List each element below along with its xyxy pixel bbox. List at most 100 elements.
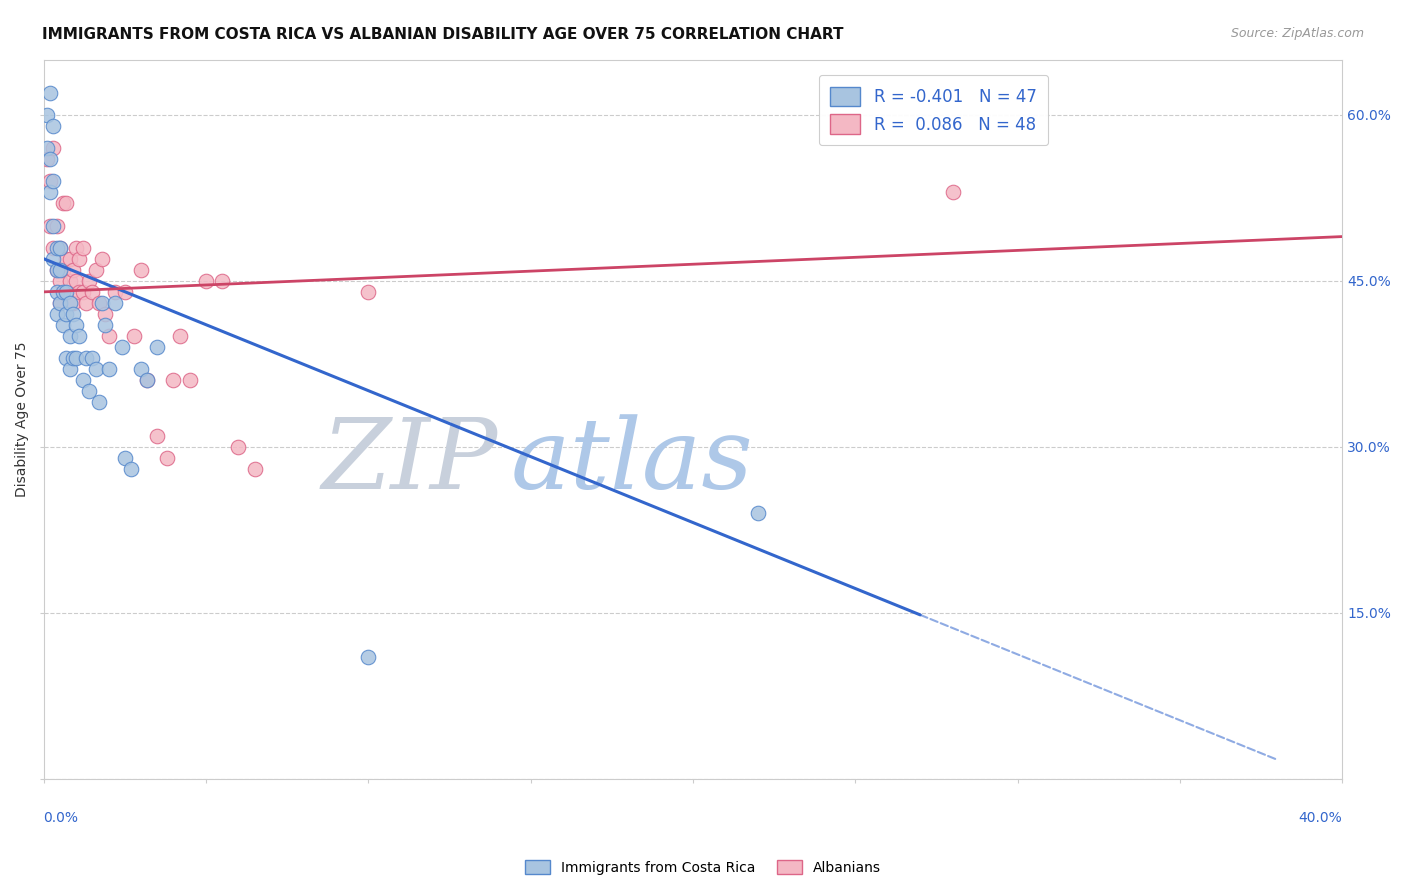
Point — [87, 296, 110, 310]
Point — [124, 329, 146, 343]
Legend: R = -0.401   N = 47, R =  0.086   N = 48: R = -0.401 N = 47, R = 0.086 N = 48 — [818, 75, 1049, 145]
Point — [62, 307, 84, 321]
Point — [62, 351, 84, 366]
Point — [169, 329, 191, 343]
Point — [84, 262, 107, 277]
Text: Source: ZipAtlas.com: Source: ZipAtlas.com — [1230, 27, 1364, 40]
Point — [77, 274, 100, 288]
Point — [136, 373, 159, 387]
Point — [194, 274, 217, 288]
Point — [82, 285, 104, 299]
Point — [49, 274, 72, 288]
Point — [62, 296, 84, 310]
Point — [146, 428, 169, 442]
Point — [179, 373, 201, 387]
Point — [65, 274, 87, 288]
Point — [42, 219, 65, 233]
Point — [39, 174, 62, 188]
Point — [42, 174, 65, 188]
Text: IMMIGRANTS FROM COSTA RICA VS ALBANIAN DISABILITY AGE OVER 75 CORRELATION CHART: IMMIGRANTS FROM COSTA RICA VS ALBANIAN D… — [42, 27, 844, 42]
Point — [62, 262, 84, 277]
Y-axis label: Disability Age Over 75: Disability Age Over 75 — [15, 342, 30, 497]
Point — [52, 196, 75, 211]
Point — [55, 285, 77, 299]
Point — [55, 307, 77, 321]
Point — [82, 351, 104, 366]
Point — [45, 307, 67, 321]
Point — [357, 285, 380, 299]
Point — [35, 108, 58, 122]
Point — [211, 274, 233, 288]
Point — [52, 318, 75, 332]
Point — [52, 285, 75, 299]
Point — [65, 318, 87, 332]
Point — [72, 285, 94, 299]
Point — [65, 241, 87, 255]
Point — [243, 462, 266, 476]
Point — [67, 285, 90, 299]
Point — [39, 152, 62, 166]
Point — [94, 307, 117, 321]
Point — [162, 373, 184, 387]
Legend: Immigrants from Costa Rica, Albanians: Immigrants from Costa Rica, Albanians — [520, 855, 886, 880]
Point — [228, 440, 250, 454]
Point — [129, 362, 152, 376]
Point — [45, 241, 67, 255]
Point — [45, 262, 67, 277]
Point — [39, 219, 62, 233]
Point — [49, 241, 72, 255]
Point — [39, 186, 62, 200]
Point — [49, 241, 72, 255]
Text: ZIP: ZIP — [322, 415, 498, 510]
Point — [49, 296, 72, 310]
Point — [75, 351, 97, 366]
Point — [49, 262, 72, 277]
Point — [110, 340, 132, 354]
Point — [45, 262, 67, 277]
Point — [97, 329, 120, 343]
Point — [75, 296, 97, 310]
Point — [58, 362, 80, 376]
Point — [58, 296, 80, 310]
Point — [42, 141, 65, 155]
Point — [87, 395, 110, 409]
Point — [91, 296, 114, 310]
Text: 40.0%: 40.0% — [1299, 811, 1343, 825]
Point — [104, 296, 127, 310]
Point — [97, 362, 120, 376]
Text: atlas: atlas — [512, 415, 754, 510]
Point — [84, 362, 107, 376]
Point — [129, 262, 152, 277]
Point — [136, 373, 159, 387]
Point — [156, 450, 179, 465]
Point — [45, 219, 67, 233]
Text: 0.0%: 0.0% — [44, 811, 79, 825]
Point — [52, 262, 75, 277]
Point — [77, 384, 100, 399]
Point — [58, 329, 80, 343]
Point — [39, 86, 62, 100]
Point — [747, 506, 769, 520]
Point — [94, 318, 117, 332]
Point — [45, 285, 67, 299]
Point — [146, 340, 169, 354]
Point — [72, 373, 94, 387]
Point — [91, 252, 114, 266]
Point — [120, 462, 142, 476]
Point — [114, 450, 136, 465]
Point — [55, 351, 77, 366]
Point — [42, 252, 65, 266]
Point — [67, 329, 90, 343]
Point — [55, 252, 77, 266]
Point — [42, 119, 65, 133]
Point — [65, 351, 87, 366]
Point — [35, 152, 58, 166]
Point — [55, 196, 77, 211]
Point — [72, 241, 94, 255]
Point — [104, 285, 127, 299]
Point — [49, 296, 72, 310]
Point — [35, 141, 58, 155]
Point — [942, 186, 965, 200]
Point — [114, 285, 136, 299]
Point — [58, 252, 80, 266]
